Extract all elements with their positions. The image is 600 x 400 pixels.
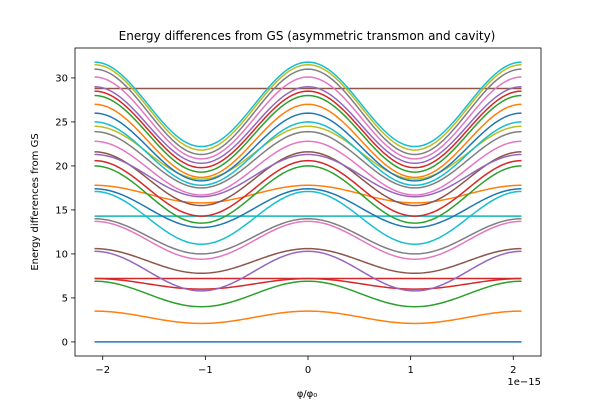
series-line-8	[94, 217, 522, 255]
series-line-19	[94, 130, 522, 189]
x-tick-label: 0	[305, 365, 311, 376]
series-line-18	[94, 140, 522, 196]
x-tick-label: 1	[407, 365, 413, 376]
plot-area	[94, 61, 522, 343]
series-line-4	[94, 277, 522, 290]
series-line-2	[94, 280, 522, 308]
series-line-13	[94, 184, 522, 204]
series-line-30	[94, 63, 522, 151]
series-line-6	[94, 247, 522, 275]
series-line-25	[94, 90, 522, 169]
series-line-28	[94, 76, 522, 160]
series-line-1	[94, 310, 522, 325]
y-tick-label: 30	[55, 73, 68, 84]
y-axis-label: Energy differences from GS	[30, 133, 41, 270]
series-line-29	[94, 68, 522, 156]
series-line-15	[94, 151, 522, 207]
series-line-16	[94, 159, 522, 217]
series-line-14	[94, 165, 522, 224]
series-line-24	[94, 94, 522, 173]
series-line-27	[94, 85, 522, 165]
series-line-21	[94, 121, 522, 187]
y-tick-label: 0	[62, 337, 68, 348]
y-tick-label: 10	[55, 249, 68, 260]
x-tick-label: −2	[95, 365, 110, 376]
series-line-12	[94, 188, 522, 229]
x-axis: −2 −1 0 1 2	[95, 356, 516, 376]
y-axis: 0 5 10 15 20 25 30	[55, 73, 75, 348]
x-tick-label: −1	[198, 365, 213, 376]
x-tick-label: 2	[510, 365, 516, 376]
series-line-31	[94, 61, 522, 148]
x-axis-label: φ/φ₀	[297, 389, 318, 400]
series-line-22	[94, 112, 522, 182]
series-line-20	[94, 125, 522, 180]
y-tick-label: 25	[55, 117, 68, 128]
series-line-7	[94, 220, 522, 260]
series-line-11	[94, 190, 522, 245]
y-tick-label: 5	[62, 293, 68, 304]
chart-title: Energy differences from GS (asymmetric t…	[119, 29, 496, 43]
y-tick-label: 15	[55, 205, 68, 216]
series-line-5	[94, 250, 522, 292]
x-offset-text: 1e−15	[507, 377, 541, 388]
series-line-23	[94, 103, 522, 179]
series-line-17	[94, 153, 522, 198]
y-tick-label: 20	[55, 161, 68, 172]
